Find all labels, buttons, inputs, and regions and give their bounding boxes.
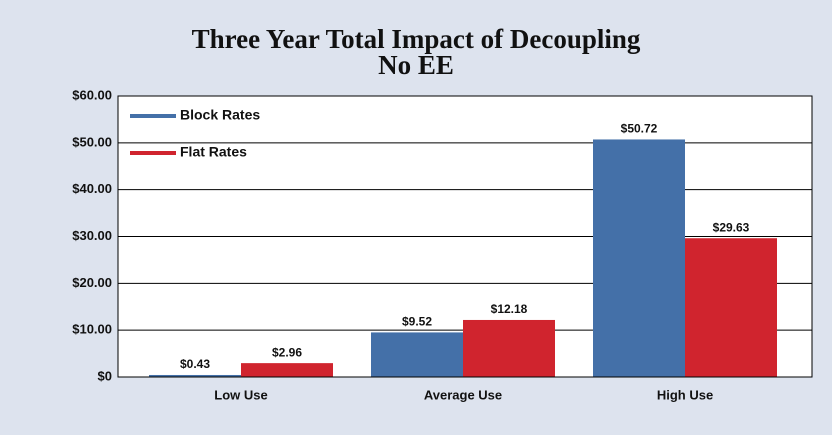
legend-label: Flat Rates bbox=[180, 144, 247, 160]
bar bbox=[463, 319, 555, 377]
x-tick-label: Low Use bbox=[214, 387, 267, 402]
y-tick-label: $30.00 bbox=[72, 228, 112, 243]
value-label: $50.72 bbox=[621, 122, 658, 136]
value-label: $29.63 bbox=[713, 220, 750, 234]
x-tick-label: High Use bbox=[657, 387, 713, 402]
legend-label: Block Rates bbox=[180, 107, 260, 123]
plot-frame bbox=[117, 95, 813, 378]
value-label: $9.52 bbox=[402, 315, 432, 329]
y-tick-label: $40.00 bbox=[72, 181, 112, 196]
chart-title: Three Year Total Impact of Decoupling bbox=[192, 24, 641, 54]
value-label: $2.96 bbox=[272, 345, 302, 359]
y-tick-label: $20.00 bbox=[72, 275, 112, 290]
y-tick-label: $0 bbox=[98, 368, 112, 383]
bar bbox=[149, 374, 241, 377]
value-label: $0.43 bbox=[180, 357, 210, 371]
chart-subtitle: No EE bbox=[378, 50, 454, 80]
x-tick-label: Average Use bbox=[424, 387, 502, 402]
bar bbox=[241, 363, 333, 377]
value-label: $12.18 bbox=[491, 302, 528, 316]
y-tick-label: $10.00 bbox=[72, 322, 112, 337]
y-tick-label: $60.00 bbox=[72, 87, 112, 102]
bar bbox=[593, 139, 685, 377]
y-tick-label: $50.00 bbox=[72, 134, 112, 149]
bar bbox=[371, 332, 463, 377]
bar bbox=[685, 238, 777, 377]
